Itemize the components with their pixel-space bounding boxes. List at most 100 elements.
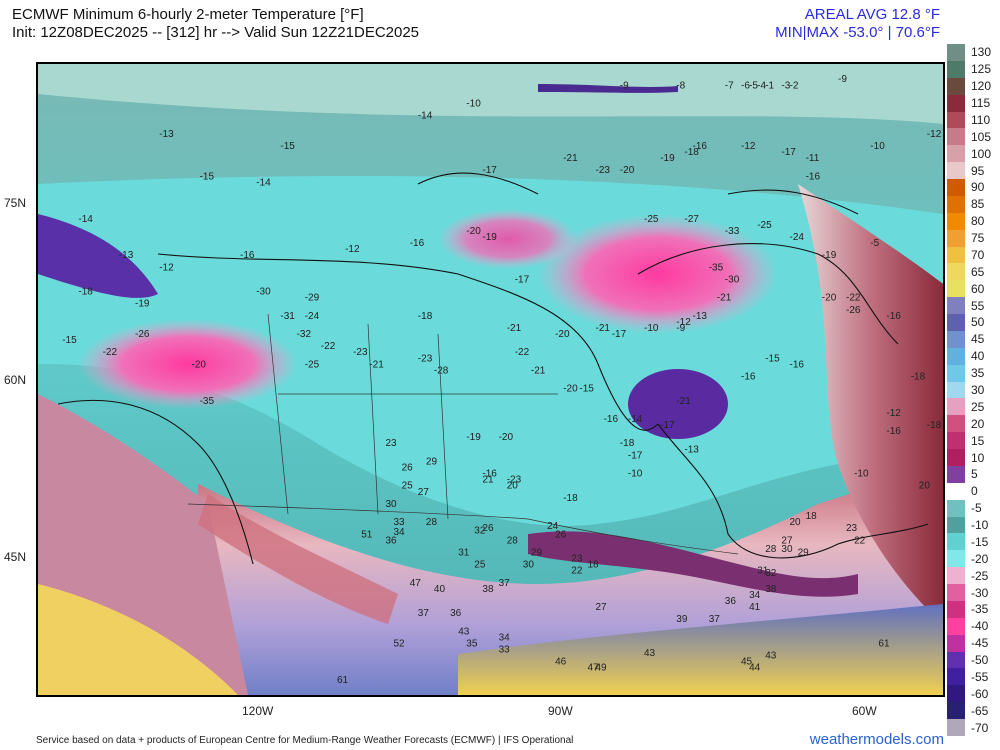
temperature-value-label: 37: [418, 608, 430, 619]
temperature-value-label: 30: [523, 560, 535, 571]
temperature-value-label: -21: [507, 323, 522, 334]
temperature-value-label: -10: [644, 323, 659, 334]
colorbar-tick-label: 75: [971, 231, 985, 246]
colorbar-segment: [947, 212, 965, 231]
temperature-value-label: -18: [563, 493, 578, 504]
temperature-value-label: 20: [919, 481, 931, 492]
temperature-value-label: -25: [757, 220, 772, 231]
colorbar-segment: [947, 364, 965, 383]
temperature-value-label: -19: [135, 299, 150, 310]
colorbar-segment: [947, 415, 965, 433]
temperature-value-label: -23: [418, 353, 433, 364]
temperature-value-label: -19: [660, 153, 675, 164]
colorbar-segment: [947, 229, 965, 248]
colorbar-tick-label: 40: [971, 349, 985, 364]
colorbar-segment: [947, 179, 965, 197]
temperature-value-label: 20: [790, 517, 802, 528]
colorbar-segment: [947, 128, 965, 146]
temperature-value-label: -5: [749, 80, 758, 91]
lat-label-75n: 75N: [4, 196, 27, 210]
colorbar-segment: [947, 162, 965, 180]
brand-link[interactable]: weathermodels.com: [809, 731, 944, 748]
colorbar-segment: [947, 280, 965, 298]
temperature-value-label: 34: [749, 590, 761, 601]
colorbar-tick-label: -30: [971, 585, 989, 600]
arctic-purple-strip: [538, 84, 678, 93]
temperature-value-label: 33: [499, 645, 511, 656]
temperature-value-label: -16: [790, 359, 805, 370]
temperature-value-label: -5: [870, 238, 879, 249]
temperature-value-label: 37: [709, 614, 721, 625]
temperature-value-label: 27: [418, 487, 430, 498]
temperature-value-label: -13: [684, 444, 699, 455]
colorbar-tick-label: -35: [971, 602, 989, 617]
temperature-value-label: -10: [628, 469, 643, 480]
lon-label-60w: 60W: [852, 704, 877, 718]
temperature-value-label: -12: [676, 317, 691, 328]
temperature-value-label: 33: [394, 517, 406, 528]
temperature-value-label: 22: [854, 535, 866, 546]
temperature-value-label: 26: [482, 523, 494, 534]
colorbar-segment: [947, 702, 965, 720]
temperature-value-label: -16: [604, 414, 619, 425]
temperature-value-label: 37: [499, 578, 511, 589]
south-pacific-warm: [38, 584, 238, 695]
temperature-value-label: -18: [927, 420, 942, 431]
data-attribution: Service based on data + products of Euro…: [36, 735, 574, 746]
temperature-value-label: 24: [547, 521, 559, 532]
great-lakes-band: [528, 531, 858, 597]
temperature-value-label: 40: [434, 584, 446, 595]
temperature-value-label: -23: [353, 347, 368, 358]
colorbar-tick-label: 120: [971, 79, 992, 94]
temperature-map[interactable]: -10 -9 -8 -7 -6 -5 -4 -1 -3 -2 -9 -14 -13 -15 -15 -14 -1…: [36, 62, 945, 697]
temperature-value-label: 29: [798, 548, 810, 559]
temperature-value-label: 22: [571, 566, 583, 577]
temperature-value-label: -7: [725, 80, 734, 91]
temperature-value-label: -20: [466, 226, 481, 237]
temperature-value-label: 26: [555, 529, 567, 540]
colorbar-segment: [947, 651, 965, 669]
temperature-value-label: -8: [676, 80, 685, 91]
colorbar-segment: [947, 195, 965, 214]
colorbar-segment: [947, 600, 965, 619]
baffin-cold-core: [538, 214, 778, 334]
min-max-readout: MIN|MAX -53.0° | 70.6°F: [775, 24, 940, 41]
temperature-value-label: -3: [781, 80, 790, 91]
temperature-value-label: 18: [806, 511, 818, 522]
temperature-value-label: -35: [200, 396, 215, 407]
temperature-value-label: -19: [482, 232, 497, 243]
colorbar-segment: [947, 465, 965, 484]
temperature-value-label: 23: [571, 554, 583, 565]
temperature-value-label: 43: [765, 651, 777, 662]
temperature-value-label: -12: [345, 244, 360, 255]
temperature-value-label: -14: [78, 214, 93, 225]
temperature-value-label: -13: [119, 250, 134, 261]
temperature-value-label: -31: [280, 311, 295, 322]
temperature-value-label: 23: [846, 523, 858, 534]
colorbar-tick-label: 15: [971, 433, 985, 448]
temperature-value-label: -16: [410, 238, 425, 249]
temperature-value-label: -17: [660, 420, 675, 431]
colorbar-segment: [947, 246, 965, 264]
colorbar-tick-label: 80: [971, 214, 985, 229]
temperature-value-label: -19: [466, 432, 481, 443]
temperature-value-label: -20: [192, 359, 207, 370]
temperature-value-label: 49: [596, 663, 608, 674]
temperature-value-label: -16: [806, 171, 821, 182]
temperature-value-label: -16: [482, 469, 497, 480]
colorbar-segment: [947, 330, 965, 349]
colorbar-segment: [947, 432, 965, 450]
temperature-value-label: 44: [749, 663, 761, 674]
colorbar-tick-label: 95: [971, 163, 985, 178]
temperature-value-label: 28: [765, 544, 777, 555]
temperature-value-label: -16: [693, 141, 708, 152]
temperature-value-label: -16: [886, 311, 901, 322]
colorbar-segment: [947, 668, 965, 686]
colorbar-tick-label: 110: [971, 112, 991, 127]
temperature-value-label: 23: [386, 438, 398, 449]
colorbar-segment: [947, 381, 965, 399]
temperature-value-label: -20: [563, 384, 578, 395]
temperature-value-label: -17: [612, 329, 627, 340]
temperature-value-label: -12: [886, 408, 901, 419]
temperature-value-label: 28: [507, 535, 519, 546]
